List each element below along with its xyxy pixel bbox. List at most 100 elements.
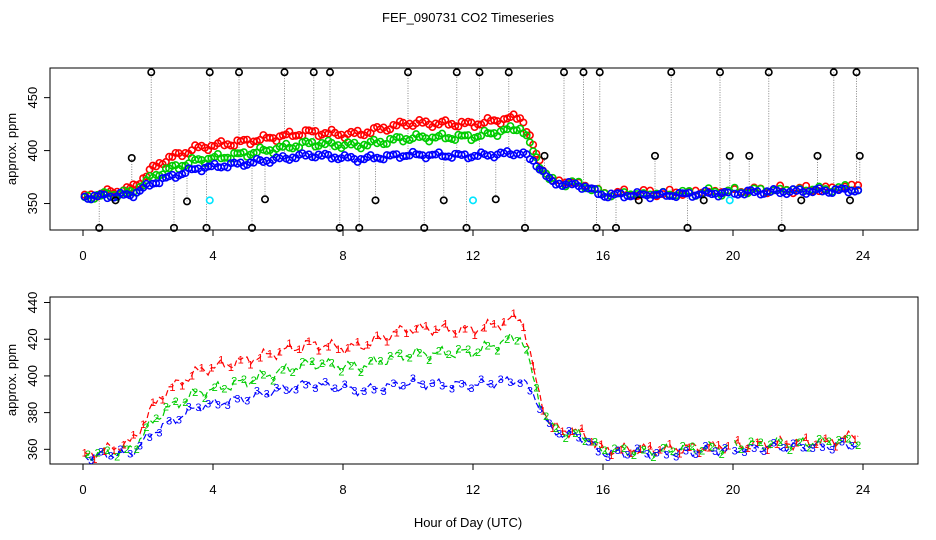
top-y-tick-label: 400 (25, 140, 40, 162)
bottom-series-label-2: 2 (163, 402, 169, 414)
top-flagged-point (715, 68, 724, 77)
top-flagged-point (280, 68, 289, 77)
bottom-series-label-1: 1 (218, 354, 224, 366)
bottom-x-tick-label: 16 (596, 482, 610, 497)
top-data-points (80, 68, 864, 232)
bottom-series-label-3: 3 (507, 377, 513, 389)
bottom-series-label-1: 1 (111, 445, 117, 457)
bottom-series-label-2: 2 (806, 443, 812, 455)
top-flagged-point (183, 197, 192, 206)
bottom-series-label-2: 2 (582, 436, 588, 448)
bottom-series-label-1: 1 (267, 349, 273, 361)
bottom-series-label-1: 1 (394, 327, 400, 339)
bottom-series-label-1: 1 (199, 362, 205, 374)
bottom-line-series-2 (734, 434, 859, 452)
bottom-series-label-2: 2 (689, 441, 695, 453)
bottom-series-label-2: 2 (241, 374, 247, 386)
bottom-series-label-1: 1 (121, 440, 127, 452)
bottom-series-label-2: 2 (602, 445, 608, 457)
top-point-series-1 (165, 152, 174, 161)
bottom-series-label-3: 3 (254, 385, 260, 397)
top-y-axis-label: approx. ppm (4, 113, 19, 185)
bottom-series-label-1: 1 (384, 337, 390, 349)
bottom-series-label-2: 2 (202, 393, 208, 405)
bottom-series-label-3: 3 (127, 449, 133, 461)
top-flagged-point (520, 223, 529, 232)
top-point-series-2 (168, 161, 177, 170)
bottom-series-label-1: 1 (325, 342, 331, 354)
bottom-series-label-2: 2 (221, 384, 227, 396)
bottom-series-label-3: 3 (273, 383, 279, 395)
top-point-series-1 (519, 118, 528, 127)
bottom-series-label-2: 2 (504, 334, 510, 346)
top-flagged-point (725, 151, 734, 160)
bottom-series-label-2: 2 (114, 452, 120, 464)
bottom-series-label-2: 2 (475, 347, 481, 359)
top-x-tick-label: 24 (856, 248, 870, 263)
bottom-series-label-1: 1 (91, 454, 97, 466)
bottom-series-label-3: 3 (186, 401, 192, 413)
bottom-series-label-3: 3 (332, 383, 338, 395)
top-point-series-3 (402, 152, 411, 161)
bottom-series-label-2: 2 (611, 443, 617, 455)
bottom-series-label-2: 2 (446, 349, 452, 361)
bottom-series-label-3: 3 (420, 379, 426, 391)
bottom-series-label-1: 1 (150, 397, 156, 409)
bottom-series-label-3: 3 (537, 404, 543, 416)
bottom-series-label-1: 1 (735, 434, 741, 446)
top-flagged-point (420, 223, 429, 232)
bottom-series-label-2: 2 (85, 449, 91, 461)
bottom-series-label-2: 2 (416, 347, 422, 359)
bottom-series-label-3: 3 (712, 446, 718, 458)
top-flagged-point (335, 223, 344, 232)
bottom-series-label-3: 3 (829, 444, 835, 456)
bottom-series-label-3: 3 (381, 386, 387, 398)
top-flagged-point (683, 223, 692, 232)
bottom-x-tick-label: 20 (726, 482, 740, 497)
bottom-series-label-3: 3 (215, 399, 221, 411)
bottom-series-label-3: 3 (595, 446, 601, 458)
bottom-series-label-3: 3 (88, 455, 94, 467)
top-point-series-3 (415, 150, 424, 159)
top-flagged-point (813, 151, 822, 160)
top-x-tick-label: 20 (726, 248, 740, 263)
bottom-series-label-3: 3 (517, 378, 523, 390)
top-point-series-2 (360, 140, 369, 149)
top-point-series-3 (694, 190, 703, 199)
bottom-series-label-1: 1 (745, 443, 751, 455)
bottom-series-label-1: 1 (462, 323, 468, 335)
bottom-series-label-2: 2 (572, 428, 578, 440)
bottom-series-label-2: 2 (251, 375, 257, 387)
bottom-series-label-1: 1 (160, 394, 166, 406)
bottom-series-label-1: 1 (247, 360, 253, 372)
bottom-series-label-2: 2 (845, 434, 851, 446)
bottom-series-label-3: 3 (654, 448, 660, 460)
bottom-series-label-1: 1 (208, 363, 214, 375)
bottom-line-series-3 (84, 375, 729, 461)
bottom-series-label-1: 1 (345, 342, 351, 354)
top-point-series-3 (720, 187, 729, 196)
bottom-line-series-2 (84, 332, 729, 462)
bottom-series-label-1: 1 (82, 447, 88, 459)
bottom-series-label-3: 3 (810, 443, 816, 455)
bottom-series-label-2: 2 (670, 446, 676, 458)
bottom-x-tick-label: 0 (79, 482, 86, 497)
top-point-series-3 (594, 190, 603, 199)
top-flagged-point (611, 223, 620, 232)
bottom-x-tick-label: 24 (856, 482, 870, 497)
bottom-y-axis-label: approx. ppm (4, 344, 19, 416)
top-point-series-2 (460, 131, 469, 140)
top-flagged-point (248, 223, 257, 232)
bottom-series-label-2: 2 (143, 422, 149, 434)
bottom-series-label-2: 2 (173, 396, 179, 408)
bottom-series-label-3: 3 (478, 374, 484, 386)
bottom-series-label-1: 1 (140, 419, 146, 431)
top-flagged-point (650, 151, 659, 160)
bottom-series-label-3: 3 (780, 443, 786, 455)
bottom-x-tick-label: 4 (209, 482, 216, 497)
bottom-series-label-2: 2 (621, 443, 627, 455)
bottom-series-label-3: 3 (400, 381, 406, 393)
top-point-series-1 (295, 131, 304, 140)
